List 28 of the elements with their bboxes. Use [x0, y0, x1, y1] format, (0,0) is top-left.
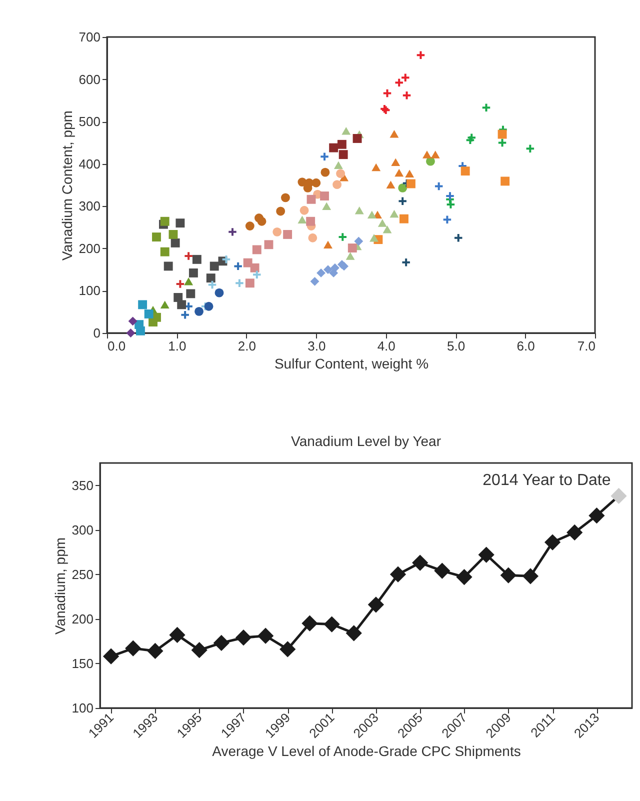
y-tick-label: 300 — [78, 198, 100, 214]
chart-title: Vanadium Level by Year — [291, 433, 442, 449]
x-axis-title: Average V Level of Anode-Grade CPC Shipments — [212, 742, 521, 759]
y-axis-title: Vanadium Content, ppm — [58, 110, 75, 260]
y-axis-title: Vanadium, ppm — [52, 537, 68, 635]
x-tick-label: 1.0 — [168, 338, 186, 354]
x-tick-label: 0.0 — [108, 338, 126, 354]
y-tick-label: 0 — [93, 326, 100, 340]
y-tick-label: 500 — [78, 114, 100, 130]
y-tick-label: 600 — [78, 72, 100, 87]
y-tick-label: 100 — [72, 700, 94, 716]
x-axis-title: Sulfur Content, weight % — [274, 356, 429, 372]
y-tick-label: 700 — [78, 30, 100, 44]
x-tick-label: 4.0 — [377, 338, 396, 354]
x-tick-label: 5.0 — [447, 338, 466, 354]
x-tick-label: 2.0 — [238, 338, 256, 354]
y-tick-label: 300 — [72, 522, 94, 538]
y-tick-label: 100 — [78, 283, 100, 298]
y-tick-label: 200 — [78, 240, 100, 256]
y-tick-label: 200 — [72, 611, 94, 626]
y-tick-label: 400 — [78, 156, 100, 172]
x-tick-label: 7.0 — [577, 338, 596, 354]
x-tick-label: 6.0 — [516, 338, 535, 354]
y-tick-label: 350 — [72, 478, 94, 493]
y-tick-label: 250 — [72, 566, 94, 582]
x-tick-label: 3.0 — [308, 338, 326, 354]
annotation: 2014 Year to Date — [482, 472, 611, 489]
y-tick-label: 150 — [72, 656, 94, 671]
